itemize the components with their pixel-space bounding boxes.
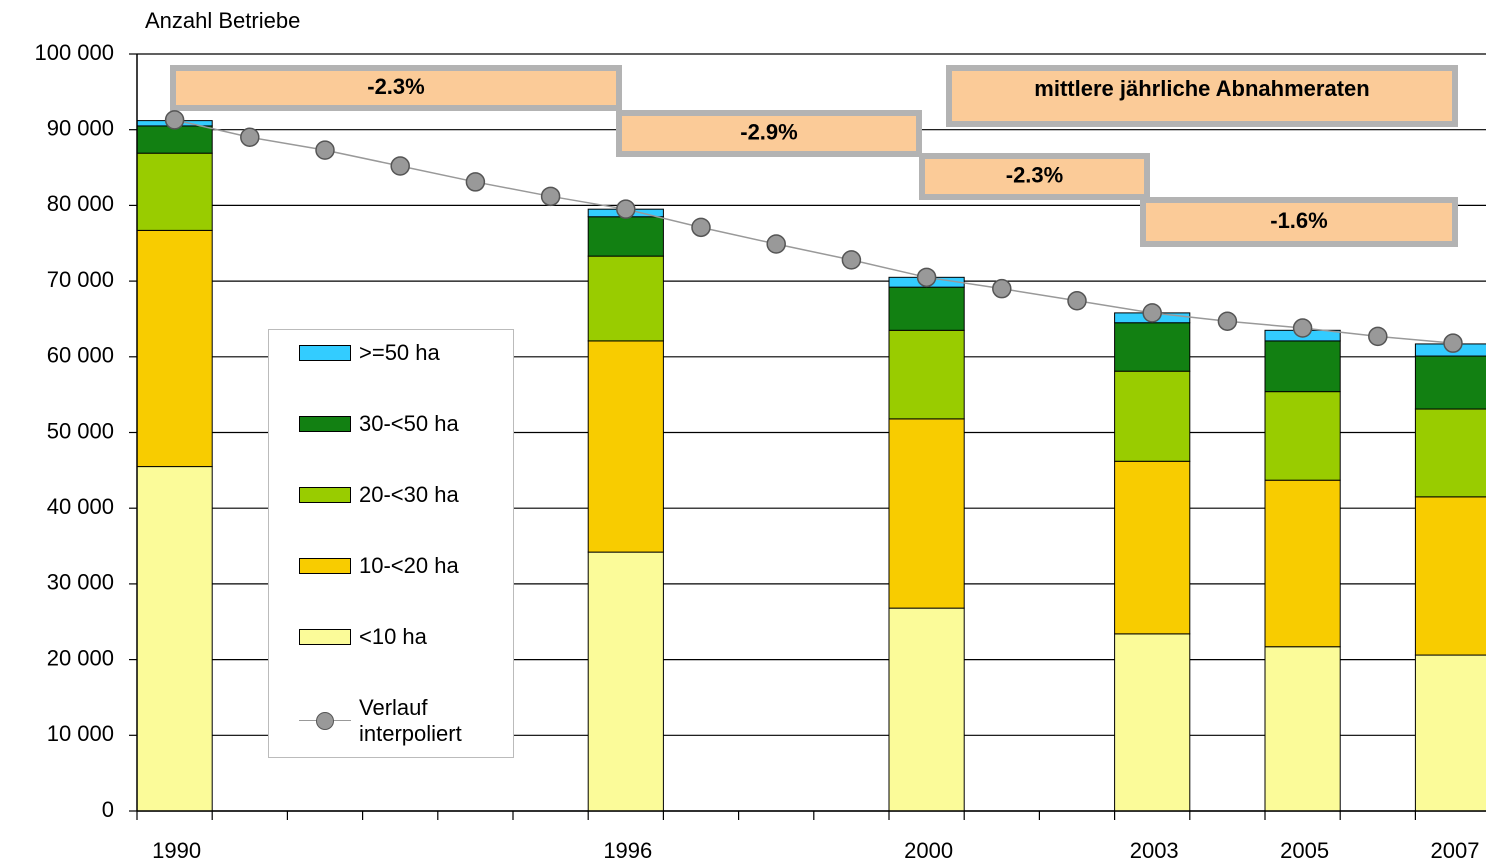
- legend-label: >=50 ha: [359, 340, 440, 365]
- bar-segment: [1414, 408, 1486, 498]
- x-tick-label: 1996: [603, 838, 652, 863]
- bar-segment: [1264, 340, 1341, 393]
- x-tick-label: 1990: [152, 838, 201, 863]
- legend-item: 20-<30 ha: [299, 482, 499, 508]
- bar-segment: [136, 466, 213, 812]
- legend-swatch: [299, 416, 351, 432]
- bar-segment: [587, 216, 664, 257]
- bar-segment: [587, 340, 664, 553]
- bar-segment: [1414, 355, 1486, 410]
- line-point: [992, 278, 1012, 299]
- bar-segment: [1264, 646, 1341, 812]
- line-point: [164, 110, 185, 130]
- legend-label: Verlauf interpoliert: [359, 695, 462, 746]
- y-tick-label: 100 000: [34, 40, 114, 65]
- line: [174, 119, 1454, 344]
- legend-swatch: [299, 711, 351, 731]
- rate-title: mittlere jährliche Abnahmeraten: [1034, 76, 1369, 101]
- legend-swatch: [299, 629, 351, 645]
- legend-swatch: [299, 487, 351, 503]
- rate-box: [1140, 197, 1458, 247]
- legend: >=50 ha 30-<50 ha 20-<30 ha 10-<20 ha <10 ha…: [268, 329, 514, 758]
- bar-segment: [136, 152, 213, 231]
- rate-label: -2.3%: [1006, 162, 1063, 187]
- y-tick-label: 10 000: [47, 721, 114, 746]
- y-axis-title: Anzahl Betriebe: [145, 8, 300, 33]
- y-tick-label: 70 000: [47, 267, 114, 292]
- line-point: [1067, 291, 1087, 311]
- bar-segment: [888, 607, 965, 812]
- legend-swatch: [299, 345, 351, 361]
- line-point: [691, 217, 711, 238]
- legend-label: 30-<50 ha: [359, 411, 459, 436]
- y-tick-label: 20 000: [47, 645, 114, 670]
- line-point: [315, 140, 335, 160]
- rate-box: [170, 65, 622, 111]
- legend-item: 10-<20 ha: [299, 553, 499, 579]
- line-point: [390, 156, 410, 176]
- line-point: [240, 127, 260, 148]
- y-tick-label: 30 000: [47, 570, 114, 595]
- rate-label: -1.6%: [1270, 208, 1327, 233]
- bar-segment: [1114, 322, 1191, 372]
- bar-segment: [888, 329, 965, 420]
- legend-item: 30-<50 ha: [299, 411, 499, 437]
- line-point: [1443, 333, 1463, 353]
- legend-label: 20-<30 ha: [359, 482, 459, 507]
- rate-label: -2.9%: [740, 119, 797, 144]
- x-tick-label: 2005: [1280, 838, 1329, 863]
- legend-item: <10 ha: [299, 624, 499, 650]
- rate-title-box: [946, 65, 1458, 127]
- y-tick-label: 50 000: [47, 418, 114, 443]
- line-point: [916, 267, 937, 288]
- bar-segment: [1114, 370, 1191, 462]
- bar-segment: [1114, 633, 1191, 812]
- y-tick-label: 0: [102, 797, 114, 822]
- bar-segment: [1414, 654, 1486, 812]
- bar-segment: [587, 551, 664, 812]
- legend-label: 10-<20 ha: [359, 553, 459, 578]
- x-tick-label: 2007: [1431, 838, 1480, 863]
- line-point: [465, 172, 486, 192]
- bar-segment: [136, 229, 213, 468]
- line-point: [1217, 311, 1238, 331]
- line-point: [616, 199, 636, 219]
- rate-box: [616, 110, 922, 157]
- bar-segment: [1114, 460, 1191, 635]
- rate-label: -2.3%: [367, 74, 424, 99]
- line-point: [841, 250, 862, 270]
- bar-segment: [888, 418, 965, 609]
- legend-item: >=50 ha: [299, 340, 499, 366]
- rate-box: [919, 153, 1150, 200]
- line-point: [1292, 318, 1313, 338]
- line-point: [766, 234, 786, 254]
- y-tick-label: 60 000: [47, 343, 114, 368]
- y-tick-label: 80 000: [47, 191, 114, 216]
- bar-segment: [1264, 479, 1341, 648]
- legend-label: <10 ha: [359, 624, 427, 649]
- line-point: [1368, 326, 1388, 347]
- x-tick-label: 2003: [1130, 838, 1179, 863]
- legend-swatch: [299, 558, 351, 574]
- x-tick-label: 2000: [904, 838, 953, 863]
- legend-item: Verlauf interpoliert: [299, 695, 479, 747]
- bar-segment: [1264, 391, 1341, 481]
- bar-segment: [587, 255, 664, 342]
- line-point: [540, 186, 561, 207]
- line-point: [1142, 303, 1162, 323]
- bar-segment: [1414, 496, 1486, 656]
- y-tick-label: 90 000: [47, 116, 114, 141]
- bar-segment: [888, 286, 965, 331]
- bar-segment: [136, 125, 213, 154]
- y-tick-label: 40 000: [47, 494, 114, 519]
